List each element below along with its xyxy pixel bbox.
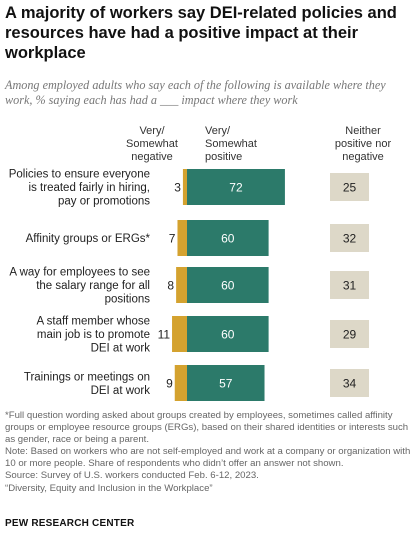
category-label: DEI at work: [91, 385, 151, 397]
bar-positive: [187, 365, 265, 401]
category-label: A staff member whose: [36, 316, 150, 328]
bar-negative: [174, 365, 187, 401]
value-label-positive: 57: [219, 377, 233, 391]
bar-negative: [182, 169, 187, 205]
category-label: positions: [105, 294, 151, 306]
column-header-negative-line: negative: [131, 151, 173, 163]
bar-positive: [187, 220, 269, 256]
column-header-positive-line: positive: [205, 151, 243, 163]
column-header-positive: Very/Somewhat positive: [205, 125, 275, 164]
bar-chart: Policies to ensure everyone is treated fa…: [0, 165, 420, 405]
column-header-positive-line: Somewhat: [205, 138, 257, 150]
value-label-positive: 60: [221, 279, 235, 293]
value-label-neither: 29: [343, 328, 357, 342]
value-label-negative: 3: [174, 181, 181, 195]
value-label-neither: 31: [343, 279, 357, 293]
category-label: pay or promotions: [58, 196, 150, 208]
category-label: is treated fairly in hiring,: [29, 182, 150, 194]
bar-positive: [187, 267, 269, 303]
value-label-positive: 60: [221, 328, 235, 342]
bar-positive: [187, 316, 269, 352]
value-label-negative: 8: [167, 279, 174, 293]
notes-block: *Full question wording asked about group…: [5, 410, 415, 495]
chart-title: A majority of workers say DEI-related po…: [5, 4, 397, 62]
bar-neither: [330, 224, 369, 252]
value-label-neither: 34: [343, 377, 357, 391]
brand-logo-text: PEW RESEARCH CENTER: [5, 518, 135, 529]
category-label: Trainings or meetings on: [24, 371, 150, 383]
value-label-positive: 60: [221, 232, 235, 246]
note: Note: Based on workers who are not self-…: [5, 446, 411, 470]
column-header-negative-line: Somewhat: [126, 138, 178, 150]
value-label-negative: 9: [166, 377, 173, 391]
bar-neither: [330, 173, 369, 201]
bar-positive: [187, 169, 285, 205]
column-header-neither-line: positive nor: [334, 138, 392, 150]
bar-negative: [176, 267, 187, 303]
column-header-neither-line: negative: [342, 151, 384, 163]
value-label-neither: 25: [343, 181, 357, 195]
value-label-positive: 72: [229, 181, 243, 195]
bar-neither: [330, 320, 369, 348]
category-label: Policies to ensure everyone: [9, 169, 150, 181]
column-header-neither: Neither positive nor negative: [320, 125, 406, 164]
value-label-neither: 32: [343, 232, 357, 246]
category-label: main job is to promote: [37, 329, 150, 341]
value-label-negative: 7: [169, 232, 176, 246]
report-title: “Diversity, Equity and Inclusion in the …: [5, 482, 213, 494]
column-header-negative-line: Very/: [139, 125, 165, 137]
category-label: the salary range for all: [36, 280, 150, 292]
column-header-negative: Very/Somewhat negative: [112, 125, 192, 164]
footnote: *Full question wording asked about group…: [5, 410, 409, 446]
bar-negative: [172, 316, 187, 352]
category-label: DEI at work: [91, 343, 151, 355]
bar-neither: [330, 271, 369, 299]
column-header-neither-line: Neither: [345, 125, 381, 137]
chart-subtitle: Among employed adults who say each of th…: [5, 78, 386, 107]
bar-negative: [177, 220, 187, 256]
bar-neither: [330, 369, 369, 397]
column-header-positive-line: Very/: [205, 125, 231, 137]
category-label: Affinity groups or ERGs*: [26, 233, 151, 245]
category-label: A way for employees to see: [9, 267, 150, 279]
source: Source: Survey of U.S. workers conducted…: [5, 470, 259, 482]
value-label-negative: 11: [158, 328, 171, 342]
